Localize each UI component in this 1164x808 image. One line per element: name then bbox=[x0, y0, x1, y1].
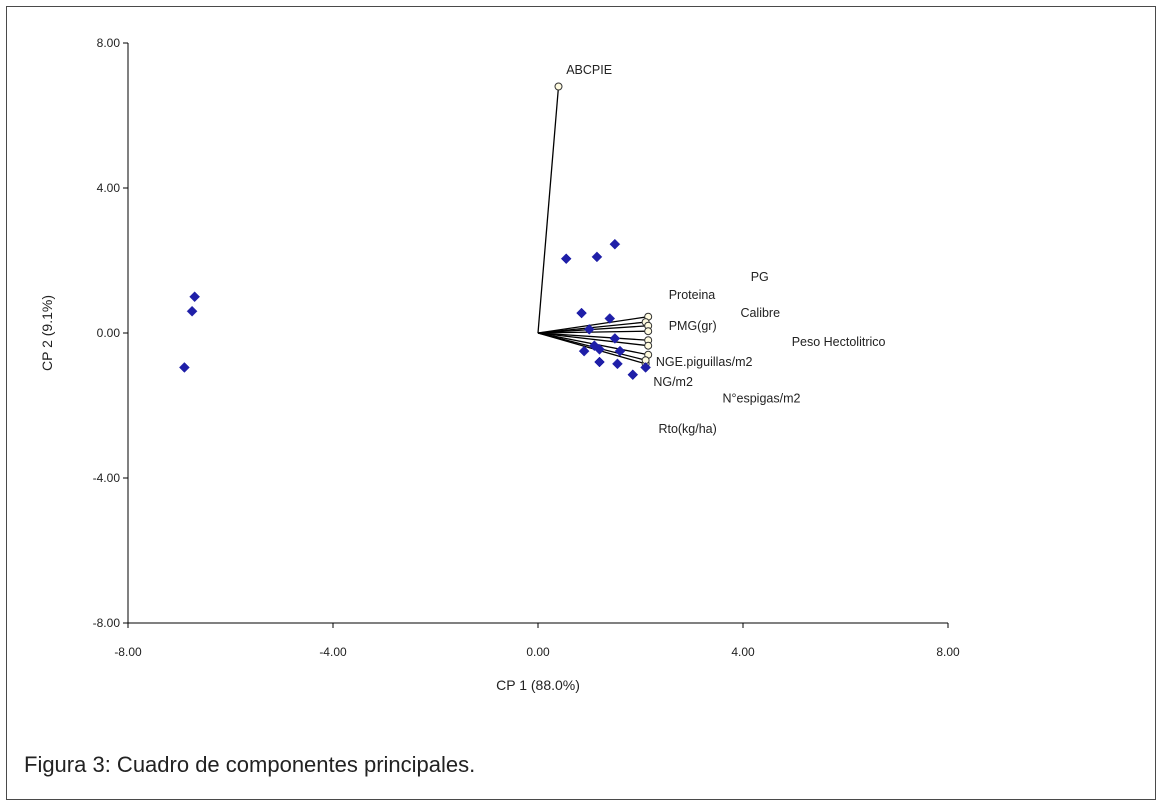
y-tick-label: 4.00 bbox=[97, 181, 121, 195]
loading-vector bbox=[537, 332, 649, 347]
y-tick-label: -8.00 bbox=[93, 616, 121, 630]
observation-point bbox=[640, 362, 651, 373]
observation-point bbox=[186, 305, 198, 317]
observation-point bbox=[627, 369, 639, 381]
y-tick-label: 8.00 bbox=[97, 36, 121, 50]
loading-vector-label: NG/m2 bbox=[653, 375, 693, 389]
loading-vector-label: ABCPIE bbox=[566, 63, 612, 77]
observation-point bbox=[612, 358, 623, 370]
x-tick-label: 4.00 bbox=[731, 645, 755, 659]
y-tick-label: -4.00 bbox=[93, 471, 121, 485]
loading-vector bbox=[537, 316, 649, 334]
loading-vector-label: Calibre bbox=[740, 306, 780, 320]
observation-point bbox=[560, 253, 572, 265]
loading-vector-endpoint bbox=[554, 82, 563, 91]
x-tick-label: -8.00 bbox=[114, 645, 142, 659]
observation-point bbox=[594, 343, 605, 355]
x-axis-label: CP 1 (88.0%) bbox=[496, 677, 580, 693]
x-tick-label: -4.00 bbox=[319, 645, 347, 659]
loading-vector-label: PG bbox=[751, 270, 769, 284]
observation-point bbox=[578, 345, 590, 357]
loading-vector bbox=[537, 86, 560, 334]
figure-frame bbox=[6, 6, 1156, 800]
loading-vector-label: Proteina bbox=[669, 288, 716, 302]
loading-vector-endpoint bbox=[644, 327, 653, 336]
observation-point bbox=[576, 307, 587, 319]
observation-point bbox=[179, 362, 190, 373]
observation-point bbox=[189, 291, 200, 303]
figure-caption: Figura 3: Cuadro de componentes principa… bbox=[24, 752, 476, 777]
y-tick-label: 0.00 bbox=[97, 326, 121, 340]
observation-point bbox=[609, 238, 621, 250]
observation-point bbox=[614, 345, 626, 357]
observation-point bbox=[591, 251, 603, 263]
loading-vector-label: Rto(kg/ha) bbox=[658, 422, 716, 436]
x-tick-label: 8.00 bbox=[936, 645, 960, 659]
x-tick-label: 0.00 bbox=[526, 645, 550, 659]
loading-vector-endpoint bbox=[644, 341, 653, 350]
observation-point bbox=[594, 356, 605, 368]
observation-point bbox=[583, 324, 595, 335]
observation-point bbox=[609, 333, 621, 344]
loading-vector-label: PMG(gr) bbox=[669, 319, 717, 333]
loading-vector-label: N°espigas/m2 bbox=[723, 391, 801, 405]
loading-vector-label: NGE.piguillas/m2 bbox=[656, 355, 753, 369]
loading-vector-label: Peso Hectolitrico bbox=[792, 335, 886, 349]
loading-vector bbox=[537, 332, 649, 341]
observation-point bbox=[604, 313, 616, 324]
y-axis-label: CP 2 (9.1%) bbox=[39, 295, 55, 371]
loading-vector bbox=[537, 330, 649, 334]
